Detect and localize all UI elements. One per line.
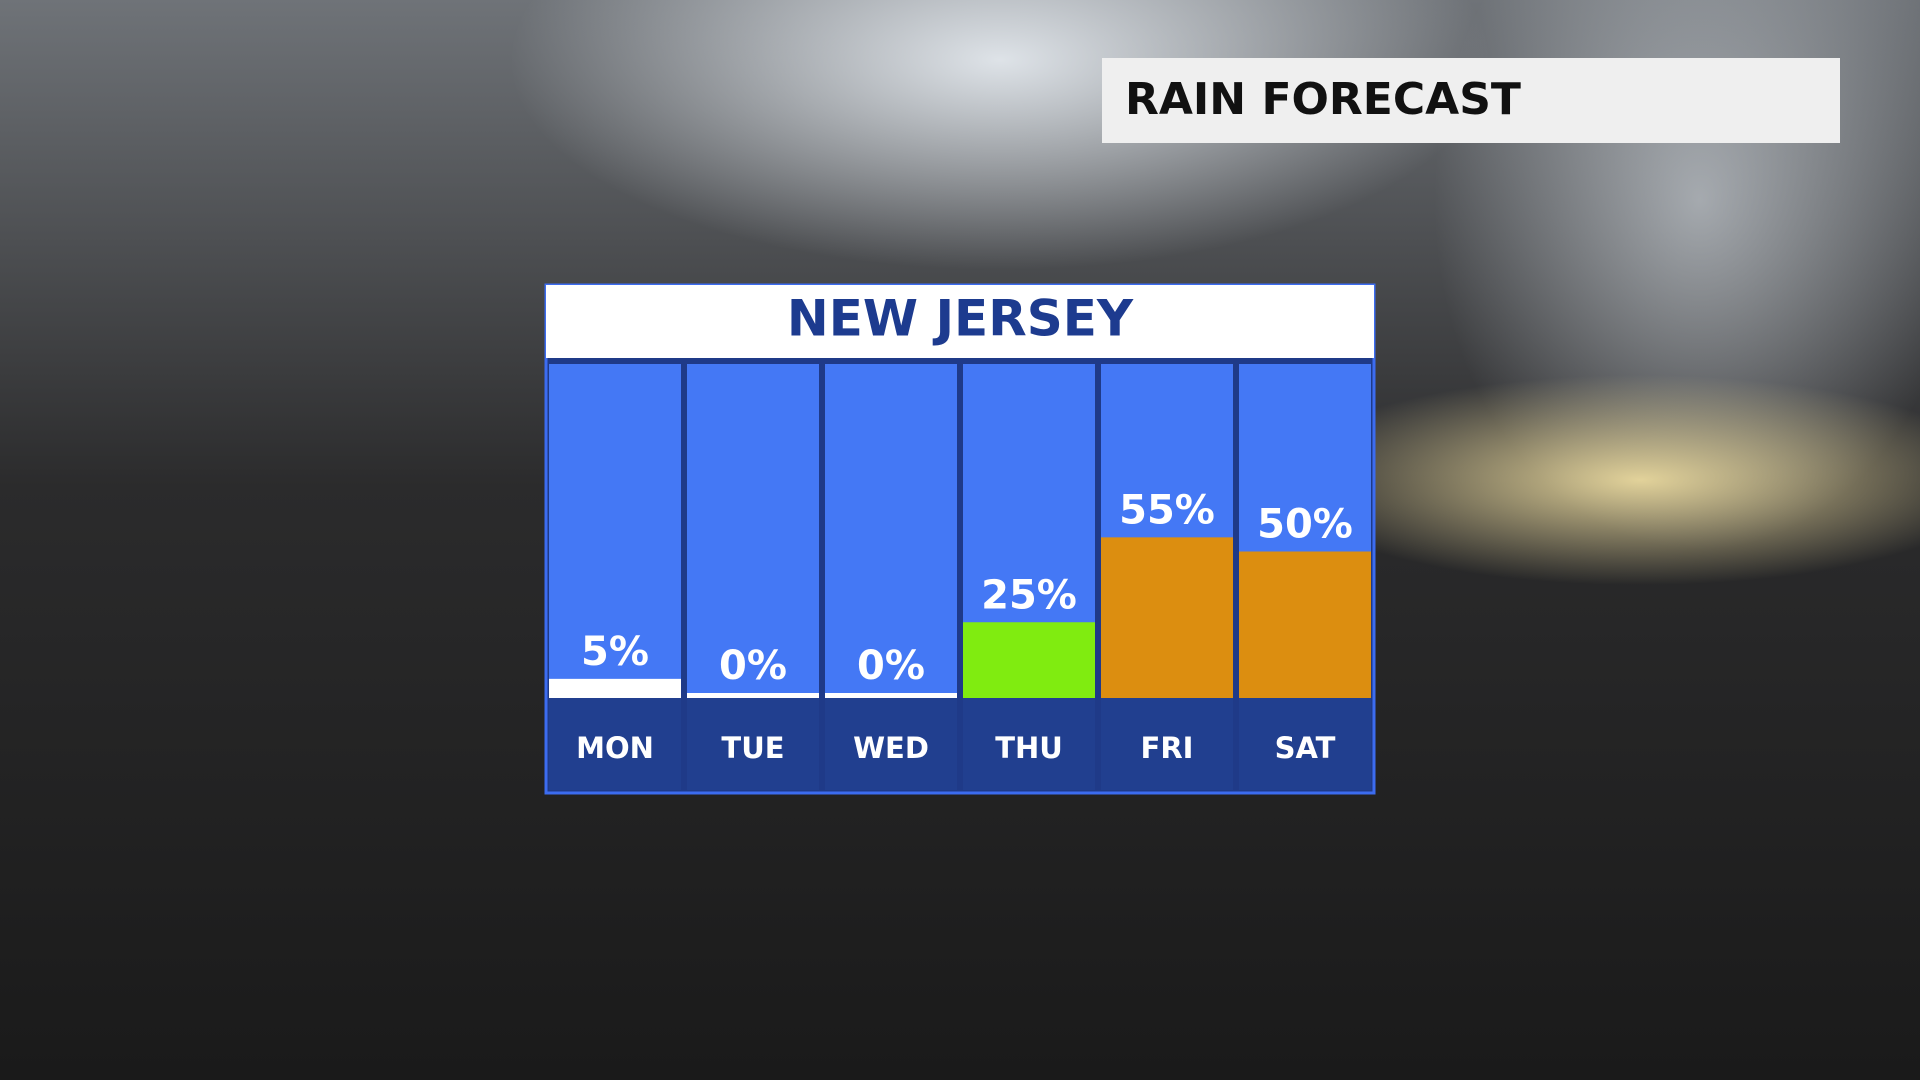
panel — [544, 283, 1376, 795]
value-label: 0% — [857, 643, 925, 689]
x-tick-label: TUE — [721, 731, 784, 765]
bar — [687, 693, 819, 698]
chart-title: NEW JERSEY — [787, 290, 1134, 348]
panel-header — [546, 285, 1374, 358]
x-tick-label: WED — [853, 731, 929, 765]
value-label: 0% — [719, 643, 787, 689]
value-label: 25% — [981, 572, 1077, 618]
column — [825, 364, 957, 698]
day-band — [1101, 698, 1233, 790]
bar — [549, 678, 681, 698]
value-label: 5% — [581, 629, 649, 675]
bar — [825, 693, 957, 698]
column — [549, 364, 681, 698]
bar — [1239, 551, 1371, 698]
column — [687, 364, 819, 698]
x-tick-label: THU — [995, 731, 1063, 765]
day-band — [687, 698, 819, 790]
page-title: RAIN FORECAST — [1125, 74, 1521, 125]
day-band — [549, 698, 681, 790]
day-band — [1239, 698, 1371, 790]
bar — [963, 622, 1095, 698]
x-tick-label: FRI — [1141, 731, 1194, 765]
bar — [1101, 537, 1233, 698]
day-band — [825, 698, 957, 790]
day-band — [963, 698, 1095, 790]
title-box — [1102, 58, 1840, 143]
value-label: 50% — [1257, 502, 1353, 548]
x-tick-label: SAT — [1275, 731, 1336, 765]
x-tick-label: MON — [576, 731, 654, 765]
value-label: 55% — [1119, 487, 1215, 533]
